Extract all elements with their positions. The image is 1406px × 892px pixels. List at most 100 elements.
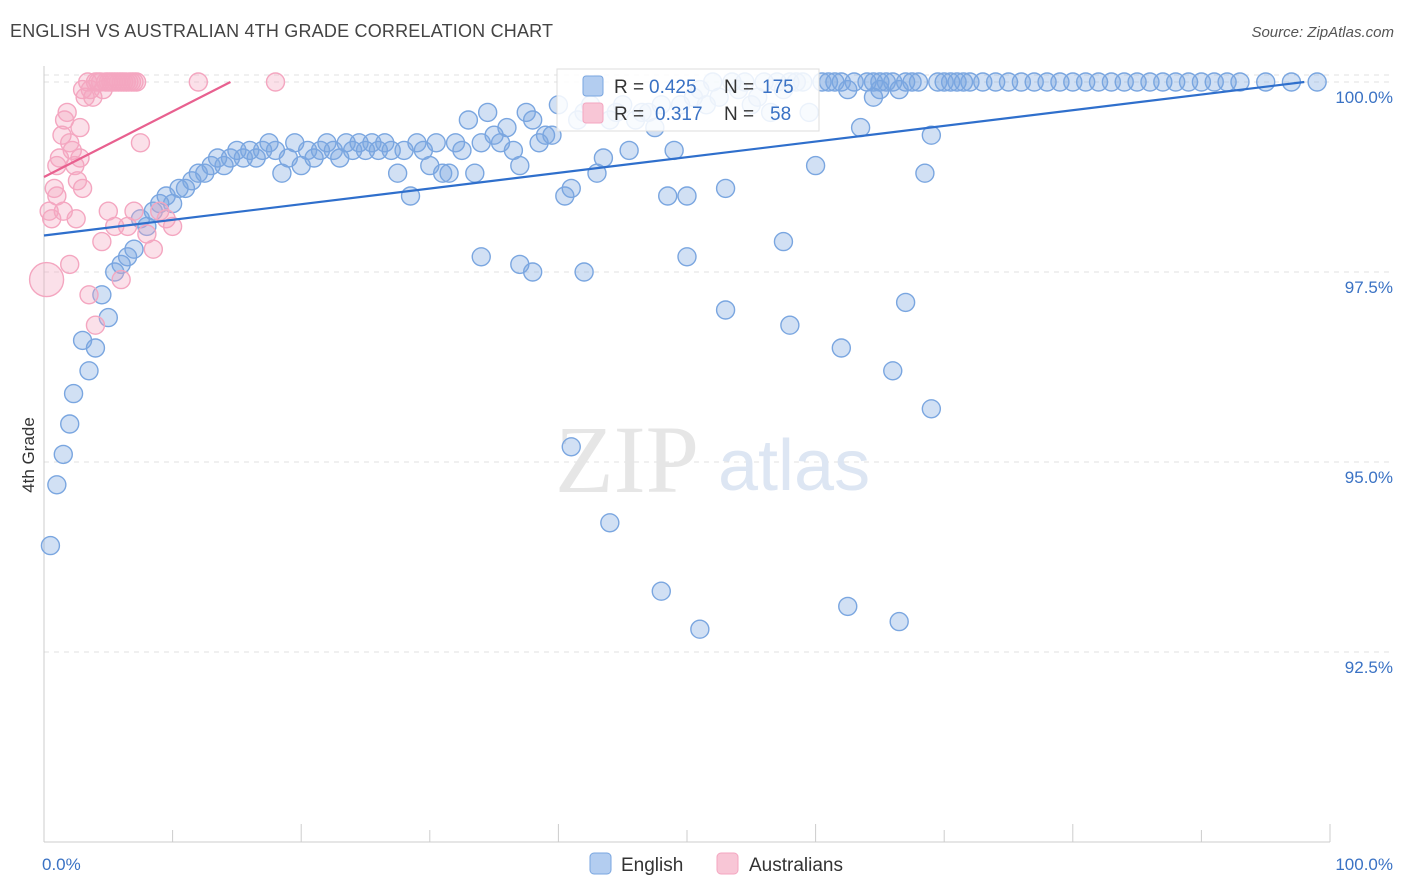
point-australians xyxy=(124,201,144,221)
point-australians xyxy=(60,254,80,275)
stats-r-value-english: 0.425 xyxy=(649,77,697,98)
point-english xyxy=(214,155,234,176)
stats-legend: R = 0.425 N = 175 R = 0.317 N = 58 xyxy=(556,68,820,132)
point-english xyxy=(908,72,929,92)
point-english xyxy=(471,247,491,267)
point-australians xyxy=(70,117,90,138)
point-english xyxy=(387,163,408,183)
watermark-atlas: atlas xyxy=(718,426,870,506)
point-english xyxy=(850,117,871,138)
point-english xyxy=(902,72,922,92)
point-english xyxy=(555,186,575,206)
point-english xyxy=(542,125,562,145)
point-australians xyxy=(39,201,59,221)
point-english xyxy=(195,163,215,183)
point-english xyxy=(465,163,485,183)
legend-swatch-australians xyxy=(716,852,739,875)
point-australians xyxy=(188,72,209,92)
y-tick-label: 92.5% xyxy=(1345,658,1393,677)
point-australians xyxy=(92,231,112,252)
point-english xyxy=(510,155,530,176)
english-points xyxy=(40,72,1327,639)
point-english xyxy=(117,247,138,267)
point-english xyxy=(831,338,852,358)
point-english xyxy=(317,133,337,153)
point-english xyxy=(651,581,671,601)
point-australians xyxy=(72,178,93,199)
point-english xyxy=(921,399,942,419)
stats-r-label-australians: R = xyxy=(614,104,644,125)
x-tick-labels: 0.0% 100.0% xyxy=(42,855,1393,874)
point-english xyxy=(445,133,466,153)
point-english xyxy=(246,148,266,168)
stats-r-label-english: R = xyxy=(614,77,644,98)
y-axis-title: 4th Grade xyxy=(19,417,38,493)
trend-line-english xyxy=(43,80,1305,237)
point-english xyxy=(1307,72,1327,92)
point-english xyxy=(439,163,459,183)
source-label: Source: ZipAtlas.com xyxy=(1251,24,1394,41)
y-tick-label: 100.0% xyxy=(1335,88,1393,107)
x-tick-label-min: 0.0% xyxy=(42,855,81,874)
stats-r-value-australians: 0.317 xyxy=(655,104,703,125)
point-english xyxy=(375,133,395,153)
point-english xyxy=(407,133,427,153)
point-english xyxy=(124,239,144,259)
point-english xyxy=(1230,72,1250,92)
point-english xyxy=(915,163,935,183)
point-english xyxy=(715,178,736,199)
point-australians xyxy=(57,102,77,123)
point-english xyxy=(522,262,543,282)
axes xyxy=(43,66,1331,843)
point-english xyxy=(40,535,61,556)
legend-label-australians: Australians xyxy=(749,855,843,876)
point-english xyxy=(593,148,614,168)
point-australians xyxy=(130,133,151,153)
point-english xyxy=(47,475,67,495)
trend-lines xyxy=(43,80,1305,237)
point-australians xyxy=(83,87,103,107)
point-english xyxy=(477,102,498,123)
point-australians xyxy=(62,140,82,161)
point-english xyxy=(426,133,446,153)
watermark-zip: ZIP xyxy=(555,406,699,513)
point-australians xyxy=(162,216,183,237)
stats-n-label-australians: N = xyxy=(724,104,754,125)
stats-n-value-australians: 58 xyxy=(770,104,791,125)
point-english xyxy=(838,596,858,617)
point-australians xyxy=(143,239,164,259)
point-english xyxy=(85,338,106,358)
point-english xyxy=(79,361,99,381)
point-english xyxy=(497,117,517,138)
point-australians xyxy=(126,72,147,92)
y-tick-label: 97.5% xyxy=(1345,278,1393,297)
chart-title: ENGLISH VS AUSTRALIAN 4TH GRADE CORRELAT… xyxy=(10,21,554,41)
point-english xyxy=(522,110,543,130)
point-australians xyxy=(265,72,286,92)
y-tick-label: 95.0% xyxy=(1345,468,1393,487)
point-australians xyxy=(79,285,99,305)
point-english xyxy=(432,163,453,183)
point-english xyxy=(600,513,620,533)
series-legend: English Australians xyxy=(589,852,843,876)
point-australians xyxy=(42,209,62,229)
australians-points xyxy=(28,72,286,335)
point-english xyxy=(452,140,472,161)
point-english xyxy=(953,72,974,92)
point-english xyxy=(105,262,125,282)
watermark: ZIP atlas xyxy=(555,406,870,513)
point-english xyxy=(889,611,909,632)
point-australians xyxy=(28,261,65,298)
point-english xyxy=(60,414,80,434)
point-english xyxy=(677,247,697,267)
point-australians xyxy=(85,315,106,335)
point-australians xyxy=(111,269,131,290)
point-english xyxy=(715,300,736,320)
point-english xyxy=(805,155,826,176)
point-english xyxy=(921,125,942,145)
point-australians xyxy=(44,178,64,199)
legend-swatch-english xyxy=(589,852,612,875)
point-english xyxy=(304,148,324,168)
y-tick-labels: 92.5% 95.0% 97.5% 100.0% xyxy=(1335,88,1393,677)
